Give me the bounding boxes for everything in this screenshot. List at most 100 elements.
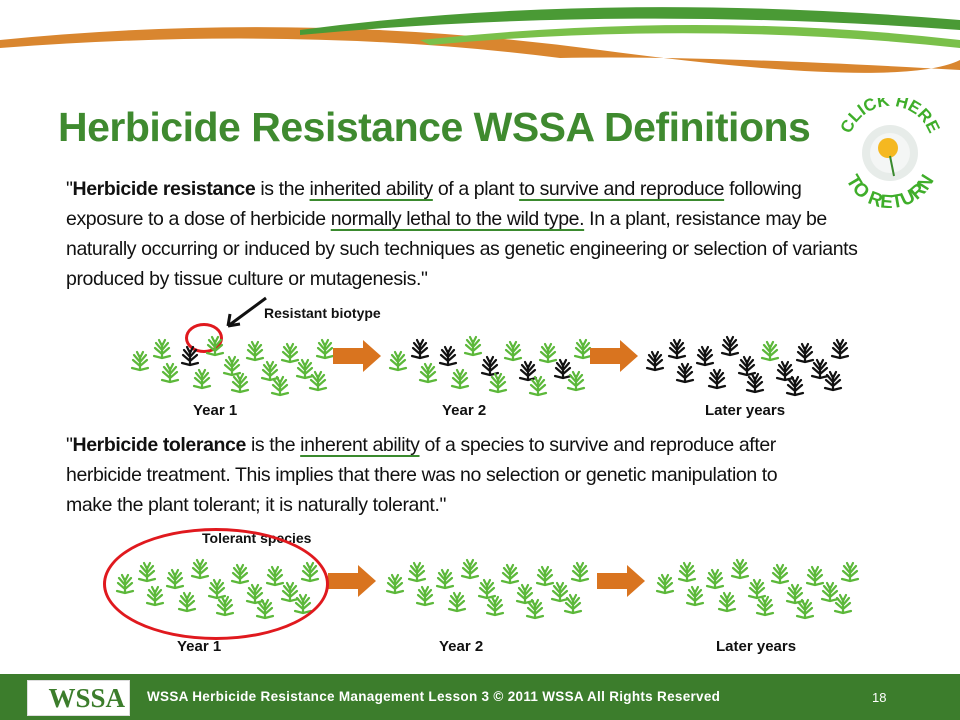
page-number: 18 bbox=[872, 690, 887, 705]
weed-plant bbox=[230, 372, 250, 394]
weed-plant bbox=[675, 362, 695, 384]
weed-plant bbox=[553, 358, 573, 380]
weed-plant bbox=[538, 342, 558, 364]
weed-plant bbox=[705, 568, 725, 590]
weed-plant bbox=[785, 375, 805, 397]
footer-text: WSSA Herbicide Resistance Management Les… bbox=[147, 689, 721, 704]
dandelion-icon bbox=[878, 138, 898, 177]
weed-plant bbox=[535, 565, 555, 587]
weed-plant bbox=[435, 568, 455, 590]
weed-plant bbox=[805, 565, 825, 587]
term-resistance: Herbicide resistance bbox=[72, 178, 256, 200]
weed-plant bbox=[823, 370, 843, 392]
weed-plant bbox=[667, 338, 687, 360]
weed-plant bbox=[130, 350, 150, 372]
weed-plant bbox=[500, 563, 520, 585]
weed-plant bbox=[550, 581, 570, 603]
year-label: Year 2 bbox=[442, 402, 487, 419]
weed-plant bbox=[245, 340, 265, 362]
weed-plant bbox=[385, 573, 405, 595]
weed-plant bbox=[480, 355, 500, 377]
weed-plant bbox=[438, 345, 458, 367]
resistant-highlight bbox=[185, 323, 223, 353]
weed-plant bbox=[737, 355, 757, 377]
weed-plant bbox=[695, 345, 715, 367]
weed-plant bbox=[685, 585, 705, 607]
weed-plant bbox=[730, 558, 750, 580]
progression-arrow-icon bbox=[597, 565, 645, 597]
weed-plant bbox=[503, 340, 523, 362]
header-swoosh bbox=[0, 7, 960, 73]
weed-plant bbox=[747, 578, 767, 600]
weed-plant bbox=[450, 368, 470, 390]
weed-plant bbox=[463, 335, 483, 357]
resistant-biotype-label: Resistant biotype bbox=[264, 305, 381, 321]
weed-plant bbox=[407, 561, 427, 583]
weed-plant bbox=[418, 362, 438, 384]
weed-plant bbox=[488, 372, 508, 394]
tolerance-definition: "Herbicide tolerance is the inherent abi… bbox=[66, 434, 778, 516]
weed-plant bbox=[745, 372, 765, 394]
progression-arrow-icon bbox=[333, 340, 381, 372]
weed-plant bbox=[563, 593, 583, 615]
page-title: Herbicide Resistance WSSA Definitions bbox=[58, 104, 811, 150]
weed-plant bbox=[260, 360, 280, 382]
progression-arrow-icon bbox=[590, 340, 638, 372]
weed-plant bbox=[447, 591, 467, 613]
weed-plant bbox=[415, 585, 435, 607]
weed-plant bbox=[833, 593, 853, 615]
pointer-arrow-icon bbox=[226, 296, 267, 328]
weed-plant bbox=[308, 370, 328, 392]
weed-plant bbox=[160, 362, 180, 384]
weed-plant bbox=[720, 335, 740, 357]
year-label: Year 1 bbox=[177, 638, 222, 655]
weed-plant bbox=[388, 350, 408, 372]
year-label: Year 2 bbox=[439, 638, 484, 655]
weed-plant bbox=[677, 561, 697, 583]
click-here-to-return-button[interactable]: CLICK HERE TO RETURN bbox=[830, 91, 950, 214]
weed-plant bbox=[280, 342, 300, 364]
progression-arrow-icon bbox=[328, 565, 376, 597]
weed-plant bbox=[152, 338, 172, 360]
weed-plant bbox=[795, 598, 815, 620]
weed-plant bbox=[810, 358, 830, 380]
weed-plant bbox=[222, 355, 242, 377]
weed-plant bbox=[760, 340, 780, 362]
weed-plant bbox=[795, 342, 815, 364]
resistance-population-diagram bbox=[130, 335, 850, 397]
weed-plant bbox=[525, 598, 545, 620]
weed-plant bbox=[830, 338, 850, 360]
year-label: Later years bbox=[716, 638, 797, 655]
weed-plant bbox=[645, 350, 665, 372]
tolerant-highlight bbox=[103, 528, 329, 640]
weed-plant bbox=[717, 591, 737, 613]
weed-plant bbox=[755, 595, 775, 617]
weed-plant bbox=[180, 345, 200, 367]
weed-plant bbox=[820, 581, 840, 603]
weed-plant bbox=[270, 375, 290, 397]
weed-plant bbox=[515, 583, 535, 605]
weed-plant bbox=[205, 335, 225, 357]
weed-plant bbox=[840, 561, 860, 583]
weed-plant bbox=[460, 558, 480, 580]
term-tolerance: Herbicide tolerance bbox=[72, 434, 247, 456]
weed-plant bbox=[785, 583, 805, 605]
weed-plant bbox=[477, 578, 497, 600]
weed-plant bbox=[485, 595, 505, 617]
wssa-logo: WSSA bbox=[27, 680, 130, 716]
weed-plant bbox=[707, 368, 727, 390]
year-label: Later years bbox=[705, 402, 786, 419]
weed-plant bbox=[655, 573, 675, 595]
weed-plant bbox=[770, 563, 790, 585]
year-label: Year 1 bbox=[193, 402, 238, 419]
weed-plant bbox=[410, 338, 430, 360]
weed-plant bbox=[573, 338, 593, 360]
weed-plant bbox=[528, 375, 548, 397]
weed-plant bbox=[518, 360, 538, 382]
weed-plant bbox=[775, 360, 795, 382]
resistance-definition: "Herbicide resistance is the inherited a… bbox=[66, 178, 858, 290]
footer-bar bbox=[0, 674, 960, 720]
weed-plant bbox=[295, 358, 315, 380]
weed-plant bbox=[570, 561, 590, 583]
weed-plant bbox=[192, 368, 212, 390]
